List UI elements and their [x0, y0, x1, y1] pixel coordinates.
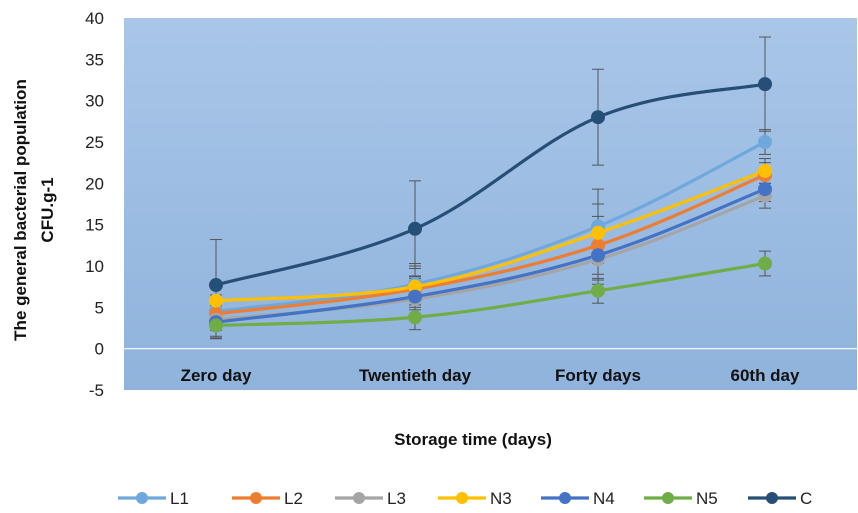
legend-label: L2: [284, 489, 303, 508]
legend-item-l2: L2: [232, 489, 303, 508]
data-point-c: [408, 221, 422, 236]
data-point-c: [591, 110, 605, 125]
y-tick-label: 30: [85, 92, 104, 111]
legend-label: L3: [387, 489, 406, 508]
data-point-n5: [591, 283, 605, 298]
series-line-c: [215, 82, 766, 287]
y-tick-label: 15: [85, 216, 104, 235]
series-line-n4: [215, 187, 766, 324]
data-point-c: [209, 278, 223, 293]
data-point-n5: [209, 318, 223, 333]
x-category-label: Twentieth day: [359, 366, 472, 385]
data-point-c: [758, 77, 772, 92]
legend-label: N5: [696, 489, 718, 508]
y-tick-label: 0: [95, 340, 104, 359]
x-axis-title: Storage time (days): [394, 430, 552, 449]
legend: L1 L2 L3 N3 N4 N5 C: [118, 489, 812, 508]
legend-item-n5: N5: [644, 489, 718, 508]
data-point-n5: [408, 310, 422, 325]
data-point-n4: [758, 182, 772, 197]
series-line-n3: [215, 169, 766, 303]
y-tick-label: 5: [95, 298, 104, 317]
series-line-l2: [215, 173, 766, 316]
y-tick-label: 35: [85, 50, 104, 69]
data-point-n3: [591, 225, 605, 240]
legend-label: C: [800, 489, 812, 508]
legend-item-c: C: [748, 489, 812, 508]
legend-label: L1: [170, 489, 189, 508]
x-category-label: 60th day: [731, 366, 801, 385]
data-point-n3: [209, 293, 223, 308]
legend-item-l1: L1: [118, 489, 189, 508]
series-line-n5: [215, 261, 766, 328]
y-tick-label: 20: [85, 174, 104, 193]
legend-item-n3: N3: [438, 489, 512, 508]
x-category-label: Zero day: [181, 366, 252, 385]
y-tick-label: 25: [85, 133, 104, 152]
data-point-n3: [758, 163, 772, 178]
legend-label: N4: [593, 489, 615, 508]
data-point-n5: [758, 256, 772, 271]
plot-area: [124, 18, 857, 390]
data-point-n4: [408, 289, 422, 304]
y-tick-label: 10: [85, 257, 104, 276]
x-category-label: Forty days: [555, 366, 641, 385]
y-tick-label: 40: [85, 9, 104, 28]
data-point-l1: [758, 135, 772, 149]
legend-label: N3: [490, 489, 512, 508]
legend-item-l3: L3: [335, 489, 406, 508]
legend-item-n4: N4: [541, 489, 615, 508]
data-point-n4: [591, 248, 605, 263]
y-tick-label: -5: [89, 381, 104, 400]
y-axis-title: The general bacterial population: [11, 79, 30, 341]
y-axis-unit: CFU.g-1: [38, 177, 57, 242]
series-line-l1: [215, 140, 766, 314]
